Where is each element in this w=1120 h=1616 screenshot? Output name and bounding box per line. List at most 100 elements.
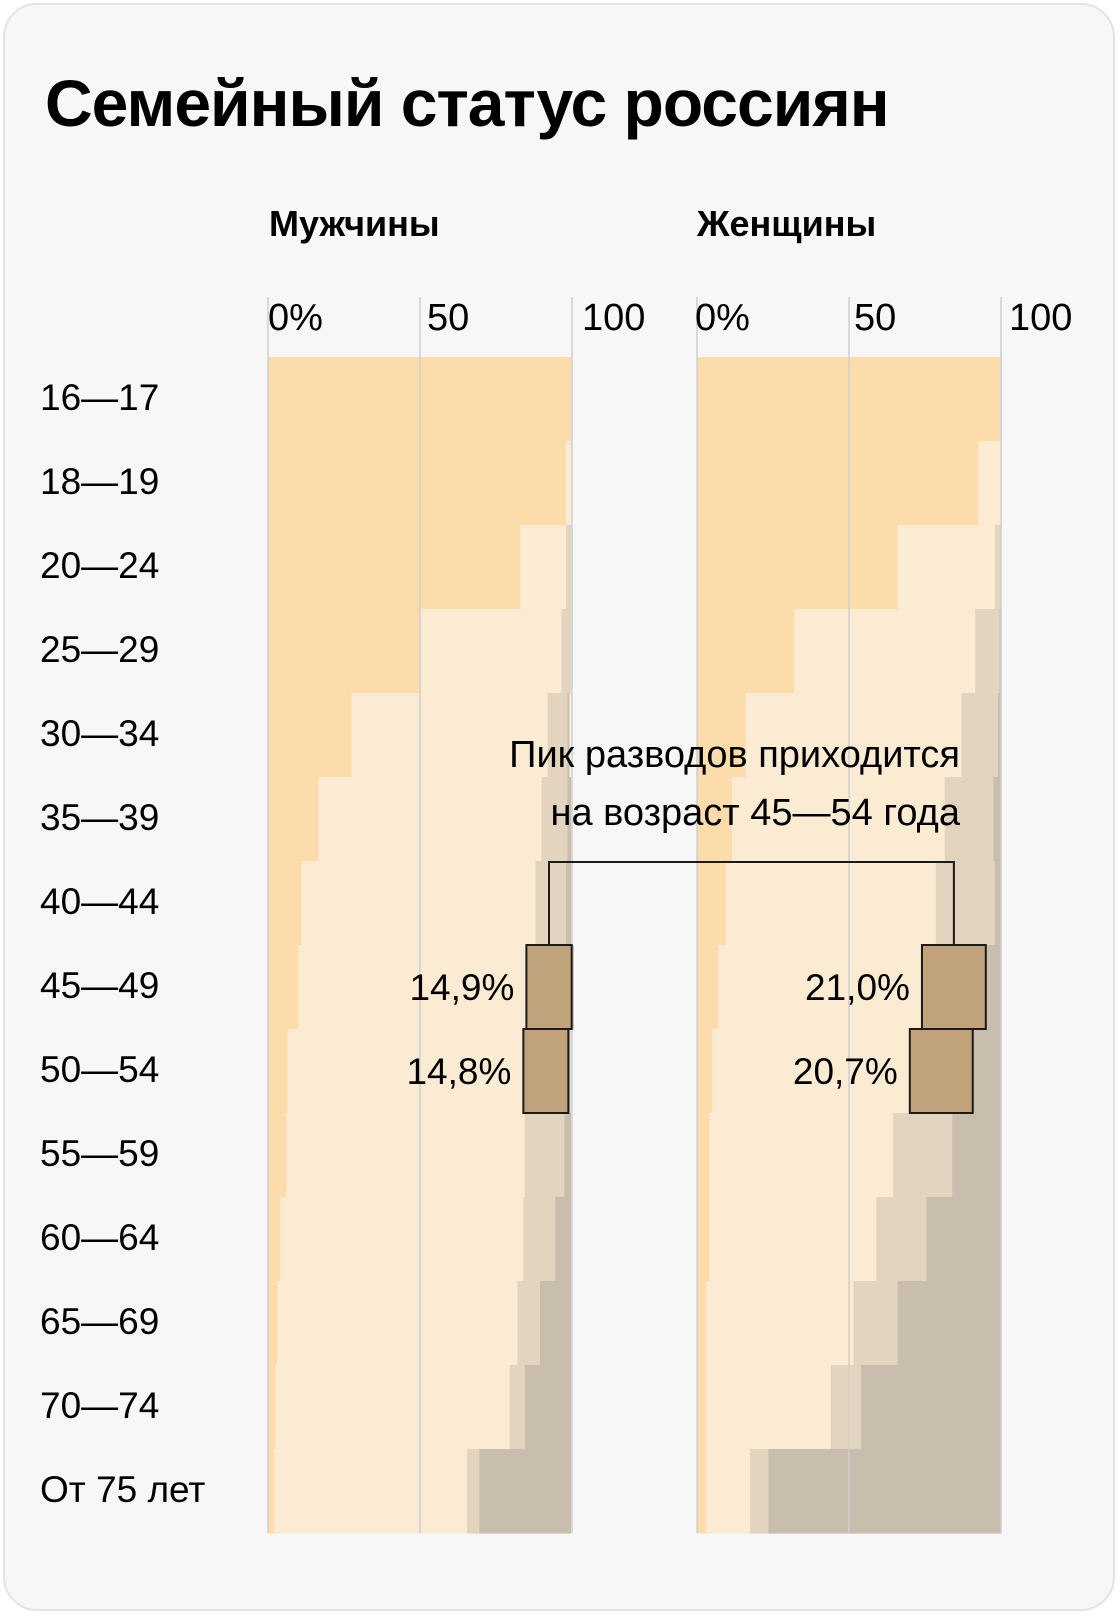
panel-title-men: Мужчины bbox=[269, 203, 440, 244]
row-label-55-59: 55—59 bbox=[40, 1133, 160, 1174]
row-label-45-49: 45—49 bbox=[40, 965, 160, 1006]
bar-women-never-married-row-4 bbox=[697, 693, 747, 778]
row-label-50-54: 50—54 bbox=[40, 1049, 160, 1090]
row-label-30-34: 30—34 bbox=[40, 713, 160, 754]
bar-men-widowed-row-9 bbox=[564, 1113, 572, 1198]
bar-men-divorced-row-6 bbox=[535, 861, 567, 946]
row-label-16-17: 16—17 bbox=[40, 377, 160, 418]
bar-men-widowed-row-8 bbox=[568, 1029, 571, 1114]
bar-men-divorced-row-11 bbox=[517, 1281, 541, 1366]
x-tick-men-50: 50 bbox=[427, 297, 470, 339]
row-label-18-19: 18—19 bbox=[40, 461, 160, 502]
highlight-women-45—49 bbox=[920, 944, 987, 1030]
bar-men-divorced-row-13 bbox=[467, 1449, 480, 1534]
bar-women-divorced-row-13 bbox=[750, 1449, 770, 1534]
bar-men-widowed-row-7 bbox=[571, 945, 574, 1030]
x-tick-women-0: 0% bbox=[695, 297, 750, 339]
bar-women-never-married-row-6 bbox=[697, 861, 727, 946]
bar-men-divorced-row-12 bbox=[509, 1365, 526, 1450]
bar-men-never-married-row-6 bbox=[268, 861, 303, 946]
bar-women-married-row-12 bbox=[706, 1365, 832, 1450]
annotation-line-2: на возраст 45—54 года bbox=[550, 792, 960, 834]
bar-men-divorced-row-10 bbox=[523, 1197, 556, 1282]
bar-women-widowed-row-10 bbox=[926, 1197, 1002, 1282]
highlight-men-50—54 bbox=[522, 1028, 570, 1114]
bar-men-married-row-8 bbox=[287, 1029, 524, 1114]
bar-women-widowed-row-8 bbox=[972, 1029, 1002, 1114]
highlight-men-45—49 bbox=[525, 944, 573, 1030]
highlight-women-50—54 bbox=[908, 1028, 974, 1114]
bar-men-widowed-row-11 bbox=[540, 1281, 572, 1366]
row-label-60-64: 60—64 bbox=[40, 1217, 160, 1258]
bar-women-married-row-7 bbox=[718, 945, 923, 1030]
bar-men-married-row-2 bbox=[520, 525, 567, 610]
bar-men-never-married-row-13 bbox=[268, 1449, 275, 1534]
bar-women-widowed-row-7 bbox=[985, 945, 1002, 1030]
bar-women-married-row-3 bbox=[794, 609, 976, 694]
x-tick-men-0: 0% bbox=[268, 297, 323, 339]
bar-women-divorced-row-5 bbox=[944, 777, 994, 862]
bar-men-divorced-row-2 bbox=[565, 525, 572, 610]
chart-title: Семейный статус россиян bbox=[45, 66, 890, 140]
bar-women-widowed-row-11 bbox=[897, 1281, 1002, 1366]
bar-men-never-married-row-11 bbox=[268, 1281, 278, 1366]
row-label-75-plus: От 75 лет bbox=[40, 1469, 206, 1510]
annotation: Пик разводов приходится на возраст 45—54… bbox=[360, 726, 960, 842]
bar-men-widowed-row-10 bbox=[555, 1197, 572, 1282]
bar-men-never-married-row-7 bbox=[268, 945, 299, 1030]
bar-men-never-married-row-1 bbox=[268, 441, 567, 526]
bar-men-married-row-3 bbox=[420, 609, 562, 694]
bar-women-never-married-row-7 bbox=[697, 945, 719, 1030]
x-tick-women-100: 100 bbox=[1009, 297, 1073, 339]
bar-men-never-married-row-3 bbox=[268, 609, 421, 694]
bar-women-married-row-8 bbox=[712, 1029, 911, 1114]
annotation-connector bbox=[548, 861, 955, 945]
bar-women-never-married-row-1 bbox=[697, 441, 979, 526]
bar-women-married-row-6 bbox=[725, 861, 937, 946]
value-label-women-50—54: 20,7% bbox=[793, 1051, 898, 1092]
bar-men-married-row-9 bbox=[286, 1113, 526, 1198]
bar-women-widowed-row-12 bbox=[861, 1365, 1002, 1450]
bar-women-divorced-row-3 bbox=[975, 609, 1001, 694]
bar-men-married-row-7 bbox=[298, 945, 527, 1030]
bar-women-divorced-row-11 bbox=[853, 1281, 899, 1366]
bar-women-never-married-row-10 bbox=[697, 1197, 710, 1282]
bar-women-divorced-row-12 bbox=[830, 1365, 862, 1450]
bar-women-divorced-row-6 bbox=[935, 861, 996, 946]
bar-women-married-row-9 bbox=[709, 1113, 894, 1198]
bar-women-widowed-row-13 bbox=[768, 1449, 1002, 1534]
row-label-25-29: 25—29 bbox=[40, 629, 160, 670]
bar-women-divorced-row-2 bbox=[994, 525, 1002, 610]
row-label-35-39: 35—39 bbox=[40, 797, 160, 838]
bar-women-married-row-4 bbox=[745, 693, 963, 778]
bar-women-divorced-row-4 bbox=[961, 693, 999, 778]
bar-men-married-row-4 bbox=[351, 693, 549, 778]
bar-women-never-married-row-11 bbox=[697, 1281, 707, 1366]
bar-men-widowed-row-5 bbox=[567, 777, 572, 862]
bar-men-married-row-11 bbox=[277, 1281, 518, 1366]
value-label-women-45—49: 21,0% bbox=[805, 967, 910, 1008]
bar-women-never-married-row-2 bbox=[697, 525, 899, 610]
bar-men-married-row-13 bbox=[274, 1449, 468, 1534]
value-label-men-45—49: 14,9% bbox=[409, 967, 514, 1008]
bar-women-never-married-row-12 bbox=[697, 1365, 707, 1450]
bar-women-divorced-row-9 bbox=[893, 1113, 953, 1198]
panel-title-women: Женщины bbox=[697, 203, 877, 244]
bar-men-divorced-row-9 bbox=[524, 1113, 565, 1198]
bar-women-never-married-row-5 bbox=[697, 777, 733, 862]
bar-women-married-row-1 bbox=[978, 441, 1002, 526]
bar-men-never-married-row-9 bbox=[268, 1113, 287, 1198]
bar-women-never-married-row-9 bbox=[697, 1113, 710, 1198]
bar-women-married-row-11 bbox=[706, 1281, 855, 1366]
bar-women-married-row-2 bbox=[897, 525, 996, 610]
bar-women-married-row-13 bbox=[706, 1449, 751, 1534]
bar-women-widowed-row-6 bbox=[994, 861, 1002, 946]
bar-men-divorced-row-3 bbox=[561, 609, 572, 694]
bar-women-divorced-row-10 bbox=[876, 1197, 928, 1282]
bar-men-never-married-row-8 bbox=[268, 1029, 289, 1114]
bar-women-married-row-10 bbox=[709, 1197, 877, 1282]
bar-men-widowed-row-12 bbox=[524, 1365, 572, 1450]
bar-men-never-married-row-12 bbox=[268, 1365, 277, 1450]
row-label-20-24: 20—24 bbox=[40, 545, 160, 586]
